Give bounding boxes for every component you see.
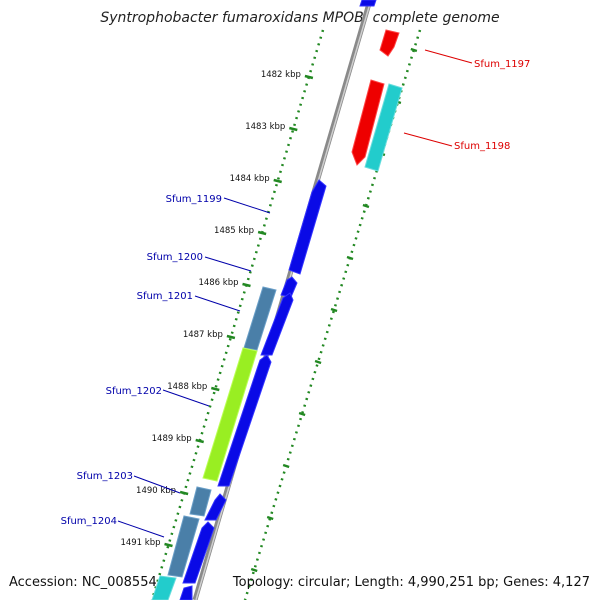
- ruler-tick-labels: 1482 kbp 1483 kbp 1484 kbp 1485 kbp 1486 kbp…: [120, 70, 300, 548]
- gene-forward-bottom[interactable]: [179, 585, 193, 600]
- gene-sfum-1202-forward[interactable]: [217, 354, 272, 487]
- ruler-tick: [226, 334, 236, 340]
- ruler-tick-label: 1484 kbp: [230, 174, 270, 184]
- right-tick: [410, 47, 418, 53]
- leader-sfum-1200: [204, 256, 252, 272]
- gene-label-sfum-1200: Sfum_1200: [147, 252, 203, 263]
- ruler-tick-label: 1483 kbp: [245, 122, 285, 132]
- ruler-dotted-line-left: [150, 29, 325, 600]
- ruler-tick: [257, 230, 267, 236]
- right-tick: [282, 463, 290, 469]
- accession-text: Accession: NC_008554: [9, 575, 157, 590]
- leader-sfum-1201: [194, 295, 241, 312]
- gene-sfum-1199[interactable]: [288, 179, 327, 275]
- ruler-tick: [210, 386, 220, 392]
- gene-sfum-1203-forward[interactable]: [204, 493, 227, 521]
- leader-sfum-1199: [223, 197, 271, 214]
- ruler-tick: [273, 178, 283, 184]
- right-tick: [346, 255, 354, 261]
- gene-label-sfum-1199: Sfum_1199: [166, 194, 222, 205]
- gene-sfum-1201[interactable]: [243, 286, 277, 351]
- gene-label-sfum-1203: Sfum_1203: [77, 471, 133, 482]
- gene-label-sfum-1204: Sfum_1204: [61, 516, 117, 527]
- ruler-tick-label: 1489 kbp: [152, 434, 192, 444]
- ruler-tick-label: 1488 kbp: [167, 382, 207, 392]
- leader-sfum-1203: [133, 475, 181, 494]
- gene-label-sfum-1201: Sfum_1201: [137, 291, 193, 302]
- leader-sfum-1204: [117, 520, 165, 538]
- gene-sfum-1204[interactable]: [167, 515, 200, 578]
- gene-sfum-1197[interactable]: [379, 29, 400, 57]
- gene-label-sfum-1198: Sfum_1198: [454, 141, 510, 152]
- ruler-tick: [164, 542, 173, 548]
- right-tick: [298, 411, 306, 417]
- genome-summary-text: Topology: circular; Length: 4,990,251 bp…: [232, 575, 590, 590]
- ruler-tick: [242, 282, 251, 288]
- ruler-tick: [195, 438, 205, 444]
- leader-sfum-1202: [162, 389, 210, 407]
- right-tick: [266, 515, 274, 521]
- right-tick: [330, 307, 338, 313]
- gene-sfum-1198-cyan[interactable]: [364, 83, 403, 172]
- gene-sfum-1202[interactable]: [202, 347, 258, 482]
- ruler-tick: [179, 490, 189, 496]
- ruler-tick-label: 1487 kbp: [183, 330, 223, 340]
- gene-sfum-1201-forward[interactable]: [260, 292, 294, 356]
- ruler-tick-label: 1482 kbp: [261, 70, 301, 80]
- gene-label-sfum-1197: Sfum_1197: [474, 59, 530, 70]
- ruler-tick: [304, 74, 314, 80]
- gene-label-sfum-1202: Sfum_1202: [106, 386, 162, 397]
- gene-sfum-1203[interactable]: [189, 486, 212, 517]
- leader-sfum-1197: [424, 49, 473, 64]
- right-tick: [250, 567, 258, 573]
- gene-sfum-1204-forward[interactable]: [182, 521, 215, 584]
- ruler-tick-label: 1490 kbp: [136, 486, 176, 496]
- right-tick-marks: [250, 47, 418, 573]
- right-tick: [314, 359, 322, 365]
- gene-sfum-1198[interactable]: [351, 79, 385, 166]
- leader-sfum-1198: [403, 132, 453, 147]
- right-tick: [362, 203, 370, 209]
- ruler-tick-label: 1486 kbp: [198, 278, 238, 288]
- ruler-tick-label: 1485 kbp: [214, 226, 254, 236]
- gene-forward-top[interactable]: [359, 0, 377, 7]
- genome-title: Syntrophobacter fumaroxidans MPOB, compl…: [100, 10, 500, 26]
- ruler-tick-label: 1491 kbp: [120, 538, 160, 548]
- ruler-tick-marks: [164, 74, 314, 548]
- ruler-tick: [288, 126, 298, 132]
- gene-bottom-cyan[interactable]: [151, 575, 177, 600]
